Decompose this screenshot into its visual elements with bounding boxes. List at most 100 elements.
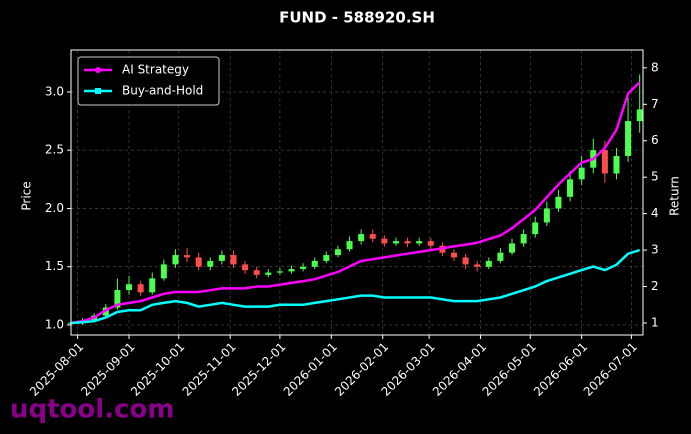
candle-body xyxy=(381,238,388,244)
candle xyxy=(288,265,295,274)
candle-body xyxy=(323,255,330,261)
candle xyxy=(474,260,481,272)
line-series xyxy=(70,81,641,325)
candle xyxy=(137,280,144,296)
candle xyxy=(520,229,527,247)
candle xyxy=(543,201,550,226)
candle-body xyxy=(625,121,632,157)
candle-body xyxy=(137,284,144,293)
candle-body xyxy=(253,270,260,275)
candle xyxy=(172,249,179,268)
candle-body xyxy=(520,234,527,244)
candle-body xyxy=(288,269,295,272)
candle xyxy=(392,237,399,246)
candle xyxy=(450,249,457,261)
candle xyxy=(636,74,643,133)
candle xyxy=(416,237,423,246)
candle-body xyxy=(543,208,550,223)
candle-body xyxy=(358,234,365,242)
candle xyxy=(323,251,330,264)
candle xyxy=(242,260,249,274)
candle xyxy=(195,252,202,271)
candle xyxy=(381,235,388,247)
legend-marker xyxy=(95,67,101,73)
candle xyxy=(184,248,191,263)
y-axis-label: Price xyxy=(20,181,34,210)
candle-body xyxy=(149,278,156,293)
candle xyxy=(567,171,574,202)
y2-tick-label: 1 xyxy=(651,315,659,329)
candle-body xyxy=(265,272,272,275)
candle xyxy=(311,257,318,270)
candle-body xyxy=(567,179,574,197)
line-series xyxy=(70,248,641,325)
candle xyxy=(276,267,283,275)
y2-tick-label: 4 xyxy=(651,206,659,220)
candle-body xyxy=(300,266,307,270)
candle xyxy=(149,272,156,295)
y2-tick-label: 5 xyxy=(651,170,659,184)
candle xyxy=(485,257,492,270)
plot-frame xyxy=(70,49,644,336)
candle xyxy=(462,253,469,270)
candle-body xyxy=(172,255,179,265)
candle xyxy=(369,229,376,243)
candle xyxy=(265,269,272,278)
candle xyxy=(613,147,620,180)
candle-body xyxy=(485,260,492,267)
candle-body xyxy=(114,290,121,308)
candle xyxy=(578,156,585,186)
y-tick-label: 3.0 xyxy=(45,84,64,98)
y2-tick-label: 8 xyxy=(651,60,659,74)
legend-label: AI Strategy xyxy=(122,63,189,77)
candle xyxy=(253,266,260,279)
legend-label: Buy-and-Hold xyxy=(122,84,203,98)
candle xyxy=(497,248,504,264)
candle-body xyxy=(636,109,643,122)
candle-body xyxy=(218,255,225,261)
candle-body xyxy=(601,150,608,174)
legend-marker xyxy=(95,88,101,94)
candle-body xyxy=(195,257,202,267)
candle xyxy=(160,259,167,281)
candle-body xyxy=(242,264,249,271)
candle-body xyxy=(346,241,353,250)
candle-body xyxy=(462,257,469,265)
y-tick-label: 1.5 xyxy=(45,259,64,273)
candle xyxy=(404,237,411,247)
candle xyxy=(509,238,516,256)
y-tick-label: 2.0 xyxy=(45,201,64,215)
candle-body xyxy=(230,255,237,265)
candle-body xyxy=(207,260,214,267)
candle xyxy=(346,236,353,252)
candle-body xyxy=(184,255,191,258)
candle-body xyxy=(450,252,457,258)
y-tick-label: 2.5 xyxy=(45,143,64,157)
candle xyxy=(334,245,341,258)
y2-tick-label: 2 xyxy=(651,279,659,293)
candle xyxy=(218,250,225,265)
candle xyxy=(555,189,562,212)
candle-body xyxy=(369,234,376,239)
y2-axis-label: Return xyxy=(668,176,682,216)
candle-body xyxy=(497,252,504,261)
candle xyxy=(358,229,365,245)
candle-body xyxy=(427,241,434,246)
y-tick-label: 1.0 xyxy=(45,317,64,331)
candle-body xyxy=(613,156,620,174)
candle-body xyxy=(532,222,539,235)
candle-body xyxy=(416,241,423,244)
candle xyxy=(230,250,237,268)
candle xyxy=(532,216,539,238)
y2-tick-label: 3 xyxy=(651,243,659,257)
candle-body xyxy=(276,271,283,273)
candle xyxy=(300,263,307,272)
y2-tick-label: 7 xyxy=(651,97,659,111)
candle-body xyxy=(334,249,341,256)
candle xyxy=(207,257,214,271)
candle-body xyxy=(509,243,516,253)
candle-body xyxy=(160,264,167,279)
candle xyxy=(625,97,632,162)
chart-title: FUND - 588920.SH xyxy=(279,9,435,27)
